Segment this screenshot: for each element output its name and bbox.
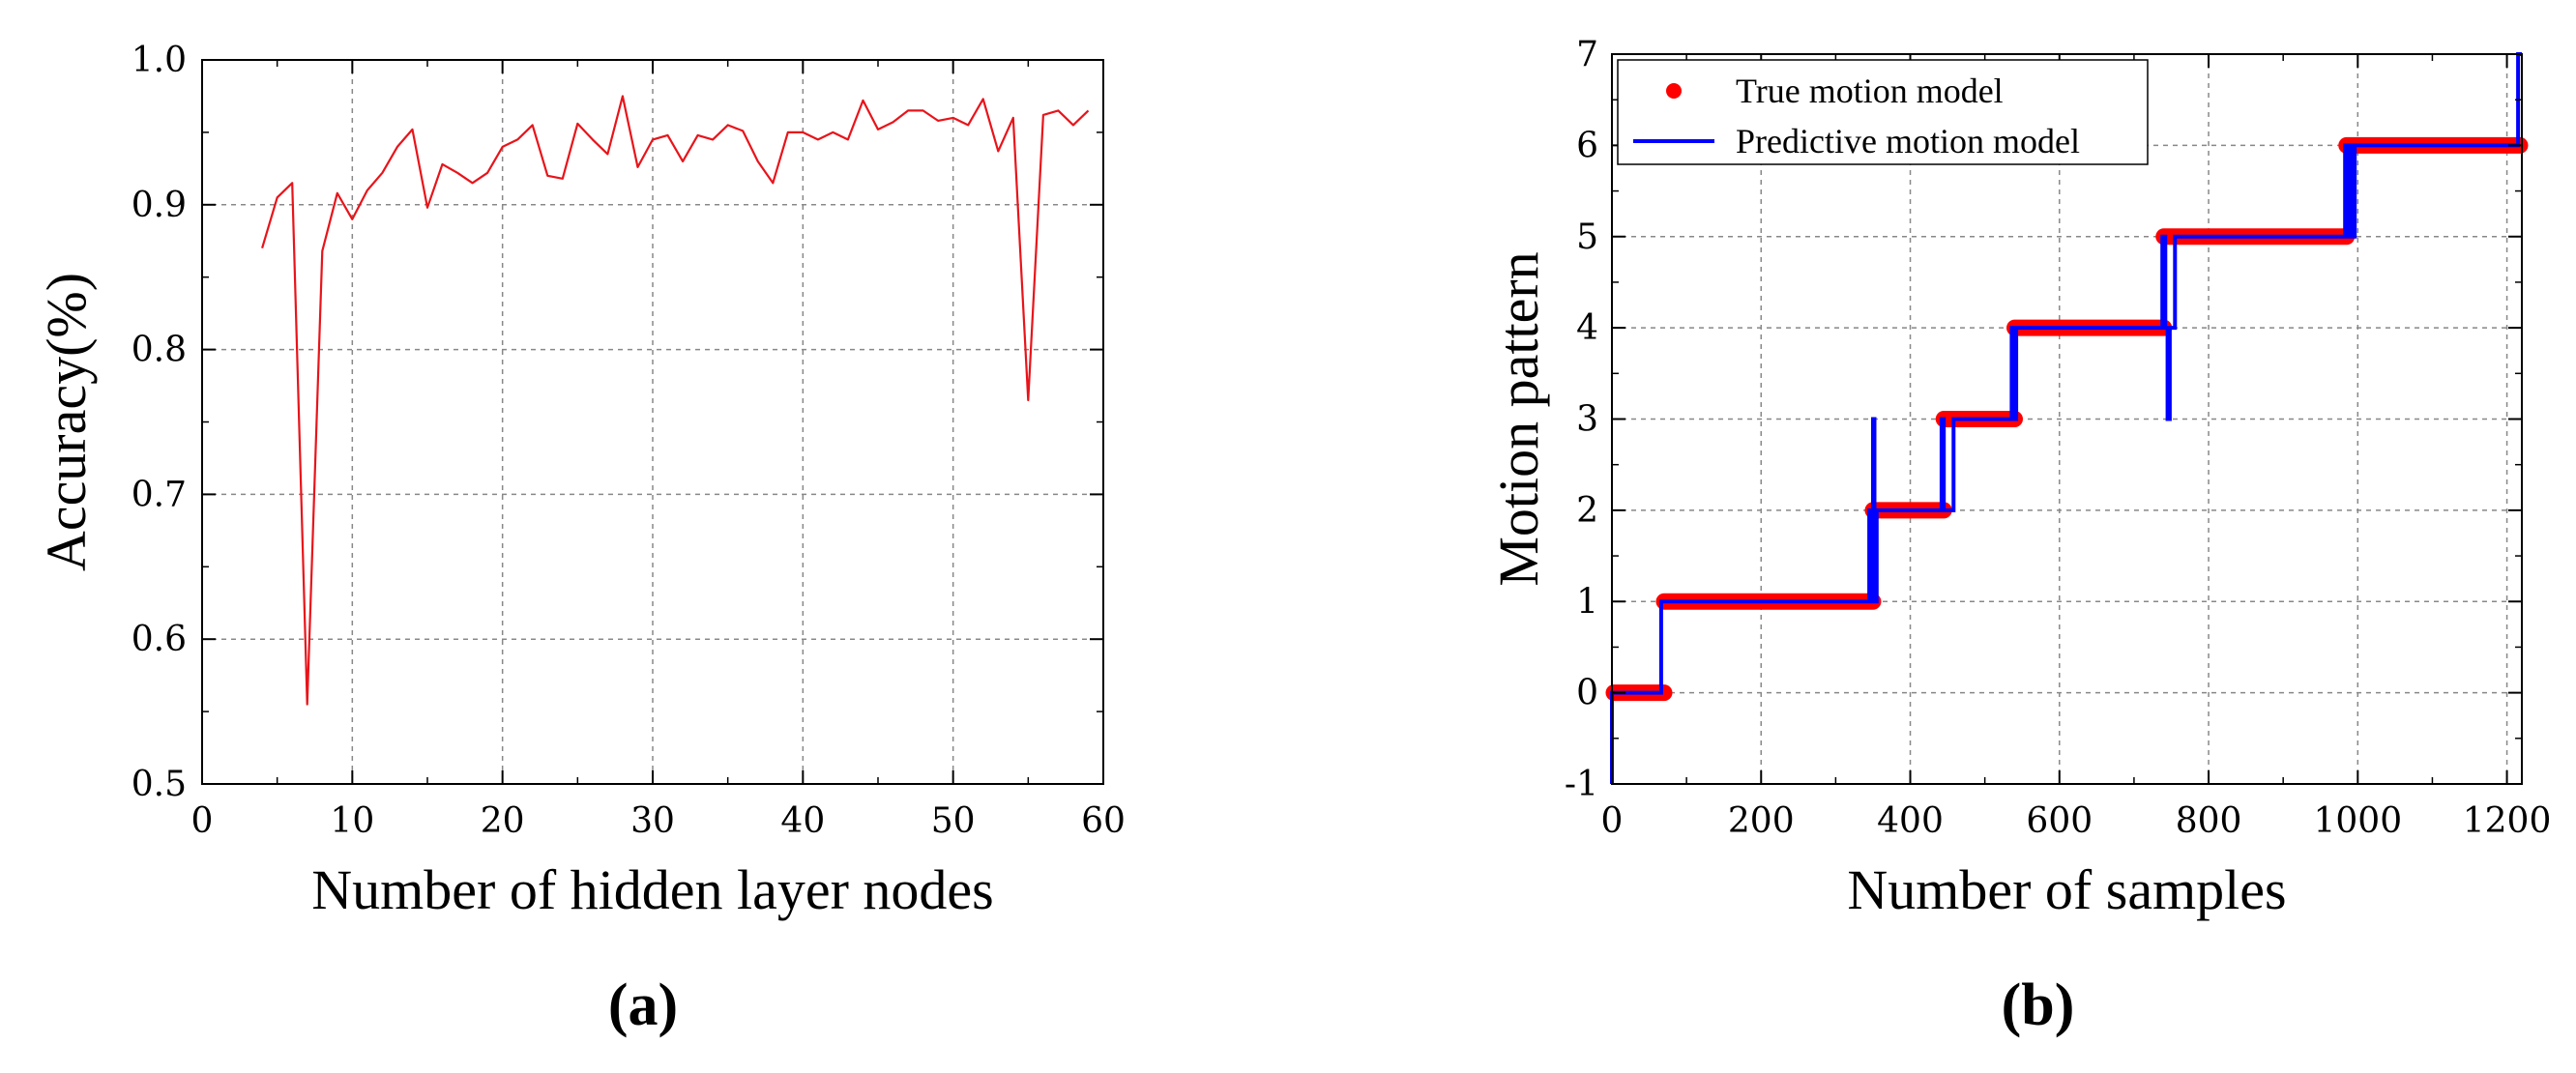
chart-b-x-tick-label: 800 <box>2176 801 2242 841</box>
chart-b-y-tick-label: 4 <box>1576 308 1598 348</box>
chart-b-y-tick-label: 7 <box>1576 35 1598 74</box>
chart-a-x-tick-label: 0 <box>191 801 214 841</box>
chart-a-x-tick-label: 10 <box>330 801 374 841</box>
chart-b-y-tick-label: 2 <box>1576 491 1598 531</box>
chart-b-x-tick-label: 600 <box>2026 801 2093 841</box>
chart-b-legend-box <box>1617 59 2149 165</box>
chart-b-y-tick-label: 3 <box>1576 400 1598 440</box>
chart-b-legend: True motion model Predictive motion mode… <box>1617 59 2149 165</box>
chart-a-x-tick-label: 20 <box>481 801 525 841</box>
chart-b-x-tick-label: 1000 <box>2313 801 2402 841</box>
chart-b-y-tick-label: 0 <box>1576 674 1598 713</box>
chart-a-y-tick-label: 0.6 <box>132 620 187 659</box>
chart-b-x-axis-title: Number of samples <box>1847 858 2286 921</box>
chart-b-legend-marker-true <box>1666 83 1682 99</box>
chart-b-y-tick-label: 1 <box>1576 582 1598 622</box>
chart-a-y-axis-title: Accuracy(%) <box>35 273 98 571</box>
chart-b-legend-label-predictive: Predictive motion model <box>1736 122 2080 160</box>
chart-a-series <box>261 95 1090 706</box>
chart-a-x-axis-title: Number of hidden layer nodes <box>311 858 993 921</box>
chart-b-panel-label: (b) <box>2002 972 2075 1038</box>
chart-a-x-tick-label: 30 <box>630 801 675 841</box>
chart-b-y-tick-label: -1 <box>1565 765 1598 804</box>
chart-a-x-tick-label: 40 <box>780 801 825 841</box>
chart-a-x-tick-label: 50 <box>931 801 976 841</box>
chart-a-panel-label: (a) <box>608 972 678 1038</box>
chart-a-y-tick-label: 0.5 <box>132 765 187 804</box>
chart-a-y-tick-label: 0.7 <box>132 475 187 514</box>
chart-a-series-line <box>261 95 1090 706</box>
chart-b-predictive-line <box>1610 52 2522 784</box>
chart-a: 0 10 20 30 40 50 60 0.5 0.6 0.7 0.8 0.9 1.0 Number o… <box>35 41 1126 1038</box>
chart-a-ticks: 0 10 20 30 40 50 60 0.5 0.6 0.7 0.8 0.9 1.0 <box>132 41 1126 841</box>
chart-b-y-axis-title: Motion pattern <box>1487 251 1550 586</box>
chart-a-x-tick-label: 60 <box>1081 801 1126 841</box>
chart-b-y-tick-label: 5 <box>1576 218 1598 257</box>
chart-b-x-tick-label: 0 <box>1601 801 1624 841</box>
chart-a-y-tick-label: 0.9 <box>132 186 187 225</box>
chart-b-x-tick-label: 400 <box>1877 801 1944 841</box>
chart-a-y-tick-label: 1.0 <box>132 41 187 80</box>
chart-b-legend-label-true: True motion model <box>1736 72 2004 110</box>
chart-a-y-tick-label: 0.8 <box>132 331 187 370</box>
chart-b-series <box>1605 52 2529 784</box>
chart-b-y-tick-label: 6 <box>1576 126 1598 165</box>
chart-b-x-tick-label: 200 <box>1728 801 1795 841</box>
chart-b-x-tick-label: 1200 <box>2463 801 2552 841</box>
chart-a-grid <box>202 60 1103 784</box>
